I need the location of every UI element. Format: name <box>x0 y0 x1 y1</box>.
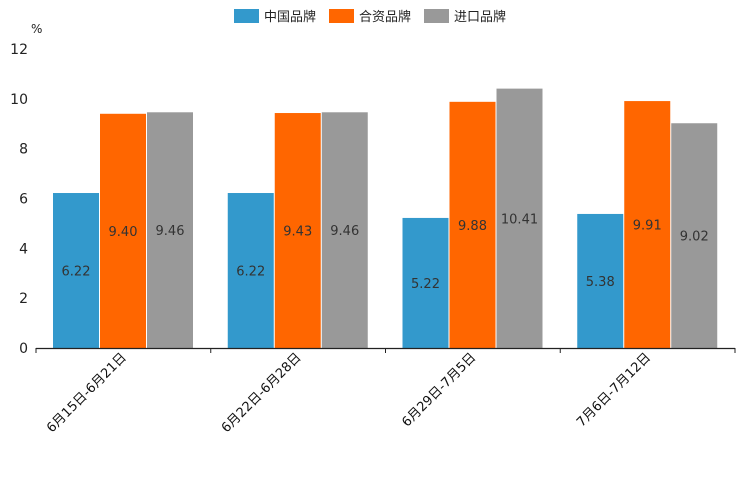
legend: 中国品牌 合资品牌 进口品牌 <box>234 9 506 25</box>
legend-label: 进口品牌 <box>454 9 506 25</box>
y-tick-label: 2 <box>19 291 28 307</box>
data-label: 9.46 <box>330 224 359 239</box>
data-label: 9.02 <box>680 230 709 245</box>
data-label: 6.22 <box>236 265 265 280</box>
data-label: 9.40 <box>109 225 138 240</box>
x-axis: 6月15日-6月21日 6月22日-6月28日 6月29日-7月5日 7月6日-7月1… <box>35 347 736 436</box>
bar-2-1 <box>100 113 146 349</box>
legend-swatch <box>424 9 449 23</box>
bar-3-1 <box>147 112 193 348</box>
data-label: 9.43 <box>283 225 312 240</box>
y-tick-label: 0 <box>19 341 28 357</box>
bar-2-3 <box>449 101 496 348</box>
x-tick-label: 7月6日-7月12日 <box>574 350 654 430</box>
data-label: 5.38 <box>586 275 615 290</box>
y-tick-label: 10 <box>10 92 28 108</box>
bar-1-1 <box>53 193 99 348</box>
x-tick-label: 6月29日-7月5日 <box>399 350 479 430</box>
data-label: 9.46 <box>156 224 185 239</box>
x-tick-label: 6月15日-6月21日 <box>44 350 130 436</box>
data-label: 9.91 <box>633 219 662 234</box>
data-label: 9.88 <box>458 219 487 234</box>
bar-3-2 <box>321 112 368 348</box>
data-label: 6.22 <box>62 265 91 280</box>
bar-3-4 <box>671 123 718 348</box>
legend-label: 合资品牌 <box>359 9 411 25</box>
bar-2-2 <box>274 113 321 349</box>
data-label: 10.41 <box>501 212 538 227</box>
bars <box>53 88 718 349</box>
bar-1-4 <box>577 213 624 348</box>
y-tick-label: 6 <box>19 192 28 208</box>
legend-swatch <box>329 9 354 23</box>
x-tick-label: 6月22日-6月28日 <box>219 350 305 436</box>
y-tick-label: 12 <box>10 42 28 58</box>
y-axis-unit: % <box>31 22 42 36</box>
data-label: 5.22 <box>411 277 440 292</box>
bar-1-3 <box>402 217 449 348</box>
legend-label: 中国品牌 <box>264 9 316 25</box>
bar-2-4 <box>624 101 671 348</box>
legend-swatch <box>234 9 259 23</box>
y-axis: 0 2 4 6 8 10 12 <box>10 42 28 357</box>
bar-3-3 <box>496 88 543 349</box>
data-labels: 6.22 9.40 9.46 6.22 9.43 9.46 5.22 9.88 10.41 5.3… <box>62 212 709 292</box>
y-tick-label: 8 <box>19 142 28 158</box>
bar-1-2 <box>227 193 274 348</box>
y-tick-label: 4 <box>19 241 28 257</box>
